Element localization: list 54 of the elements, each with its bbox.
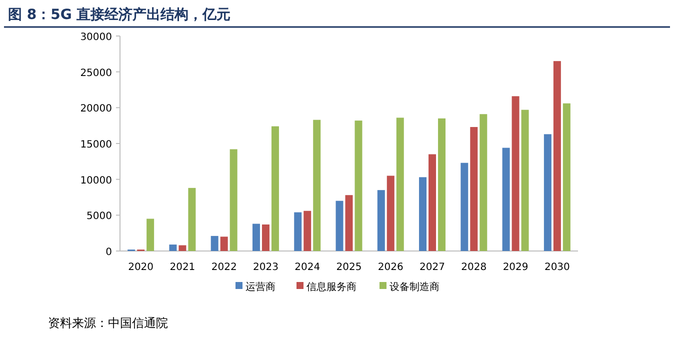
bar [230,149,238,251]
y-tick-label: 30000 [80,32,112,43]
bar [271,126,279,251]
bar [428,154,436,251]
bar [188,188,196,251]
bar [386,176,394,251]
x-tick-label: 2028 [461,262,487,273]
y-tick-label: 15000 [80,140,112,150]
bar [562,103,570,251]
x-tick-label: 2021 [170,262,196,273]
bar [502,148,510,251]
bar [544,134,552,251]
y-tick-label: 20000 [80,104,112,115]
bar [220,236,228,251]
bar [210,236,218,251]
x-tick-label: 2027 [420,262,445,273]
chart-title: 图 8：5G 直接经济产出结构，亿元 [8,6,231,23]
bar [480,114,488,251]
bar [336,200,344,251]
y-tick-label: 10000 [80,175,112,186]
bar [294,212,302,251]
bar [304,210,312,251]
bar [178,245,186,251]
bar [470,127,478,251]
x-tick-label: 2030 [544,262,570,273]
bar [512,96,520,251]
y-tick-label: 0 [106,247,112,258]
bar [396,118,404,251]
legend-label: 信息服务商 [306,281,356,293]
bar [354,120,362,251]
bar [252,224,260,251]
x-tick-label: 2024 [294,262,320,273]
bar [377,190,385,251]
x-tick-label: 2029 [502,262,528,273]
bar [419,177,427,251]
bar [313,120,321,251]
bar [146,218,154,251]
bar [262,224,270,251]
legend-label: 运营商 [246,281,276,293]
x-tick-label: 2026 [378,262,404,273]
text: 资料来源：中国信通院 [48,316,168,330]
x-tick-label: 2020 [128,262,154,273]
y-tick-label: 25000 [80,68,112,79]
y-tick-label: 5000 [86,211,112,222]
bar [553,61,561,251]
bar [438,118,446,251]
bar [460,162,468,251]
x-tick-label: 2023 [253,262,278,273]
bar [345,195,353,251]
x-tick-label: 2022 [211,262,237,273]
bar [521,110,529,251]
bar [169,244,177,251]
legend-label: 设备制造商 [390,281,440,293]
x-tick-label: 2025 [336,262,362,273]
